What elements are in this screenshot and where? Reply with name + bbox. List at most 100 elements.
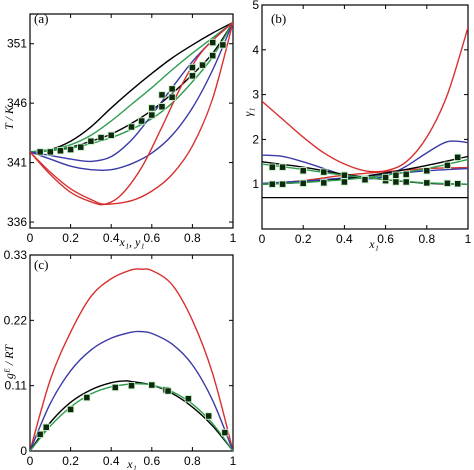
panel-c-x-axis-title: x₁: [126, 457, 137, 470]
panel-b-data-point: [278, 163, 287, 171]
panel-a-data-point: [127, 123, 136, 131]
panel-b-x-tick-label: 0.8: [418, 232, 435, 246]
panel-b-x-tick-label: 0.6: [377, 232, 394, 246]
panel-c-label: (c): [34, 257, 48, 272]
panel-c-data-point: [221, 428, 229, 437]
panel-b-data-point: [454, 180, 462, 188]
panel-a-data-point: [168, 85, 176, 93]
panel-c-data-point: [204, 412, 213, 420]
panel-c-data-point: [164, 387, 172, 395]
panel-a-data-point: [158, 103, 166, 111]
panel-b-chart: (b) γ₁ x₁ 0 0.2 0.4 0.6 0.8 1 1 2 3 4 5: [241, 0, 472, 251]
panel-b-data-point: [278, 180, 287, 188]
panel-b-x-axis-title: x₁: [368, 237, 379, 251]
panel-b-y-tick-label: 3: [252, 88, 259, 102]
panel-c-data-point: [184, 395, 192, 403]
panel-a-y-tick-label: 351: [7, 37, 27, 51]
panel-a-y-tick-label: 341: [7, 156, 27, 170]
panel-b-data-point: [320, 179, 328, 187]
panel-a-series-line: [30, 21, 233, 153]
panel-b-y-tick-label: 1: [252, 177, 259, 191]
panel-c-y-tick-label: 0: [20, 444, 27, 458]
panel-a-y-axis-title: T / K: [2, 105, 16, 130]
panel-b-data-point: [402, 170, 410, 178]
panel-c-chart: (c) gᴱ / RT x₁ 0 0.2 0.4 0.6 0.8 1 0 0.11 0.22 0.…: [2, 248, 237, 470]
panel-b-series-line: [262, 27, 468, 173]
panel-c-x-tick-label: 0.8: [184, 454, 201, 468]
panel-b-data-point: [320, 168, 328, 176]
panel-a-data-point: [77, 143, 85, 151]
panel-b-data-point: [443, 179, 452, 187]
panel-b-y-tick-label: 2: [252, 132, 259, 146]
panel-a-x-tick-label: 0: [27, 231, 34, 245]
panel-a-y-tick-label: 336: [7, 215, 27, 229]
panel-b-x-tick-label: 1: [465, 232, 472, 246]
panel-c-y-tick-label: 0.11: [5, 379, 28, 393]
panel-a-series-line: [30, 21, 233, 206]
panel-c-x-tick-label: 0.2: [62, 454, 79, 468]
panel-b-data-point: [392, 178, 400, 186]
panel-c-series-line: [30, 382, 233, 451]
panel-c-series-line: [30, 380, 233, 451]
panel-a-x-tick-label: 0.2: [62, 231, 79, 245]
panel-a-data-point: [188, 63, 197, 72]
panel-a-series-line: [30, 21, 233, 153]
panel-a-series-line: [30, 21, 233, 163]
panel-a-data-point: [66, 145, 75, 154]
panel-b-y-tick-label: 5: [252, 0, 259, 12]
panel-a-series-line: [30, 21, 233, 153]
panel-b-data-point: [423, 179, 431, 187]
panel-a-x-tick-label: 0.8: [184, 231, 201, 245]
panel-c-data-point: [42, 423, 50, 431]
panel-a-series-line: [30, 22, 233, 172]
panel-c-data-point: [66, 405, 75, 414]
panel-a-data-point: [36, 148, 44, 156]
panel-a-data-point: [209, 51, 217, 60]
panel-a-series-line: [30, 21, 233, 153]
panel-a-y-tick-label: 346: [7, 96, 27, 110]
panel-b-data-point: [268, 180, 276, 188]
panel-c-y-tick-label: 0.22: [4, 313, 28, 327]
panel-c-x-tick-label: 0: [27, 454, 34, 468]
panel-a-data-point: [148, 104, 156, 112]
panel-b-data-point: [443, 161, 452, 170]
panel-a-chart: (a) T / K x₁, y₁ 0 0.2 0.4 0.6 0.8 1 336 341 346…: [2, 11, 237, 249]
panel-a-series-line: [30, 22, 233, 205]
panel-b-data-point: [299, 167, 307, 175]
panel-b-plot-frame: [261, 4, 469, 230]
panel-a-x-axis-title: x₁, y₁: [119, 235, 145, 249]
panel-a-data-point: [158, 91, 166, 99]
panel-a-data-point: [188, 72, 197, 80]
panel-b-x-tick-label: 0.2: [295, 232, 312, 246]
panel-a-data-point: [168, 93, 176, 101]
panel-a-plot-frame: [29, 13, 234, 229]
panel-c-x-tick-label: 0.6: [143, 454, 160, 468]
panel-b-data-point: [268, 163, 276, 171]
panel-b-data-point: [402, 178, 410, 186]
panel-c-x-tick-label: 1: [230, 454, 237, 468]
panel-b-data-point: [340, 171, 349, 179]
panel-a-data-point: [209, 38, 217, 47]
panel-c-series-line: [30, 268, 233, 451]
panel-a-data-point: [107, 131, 115, 139]
panel-b-data-point: [423, 167, 431, 175]
panel-c-data-point: [127, 382, 136, 390]
panel-b-data-point: [299, 179, 307, 187]
panel-c-y-axis-title: gᴱ / RT: [2, 344, 16, 380]
panel-a-data-point: [87, 137, 95, 145]
panel-b-data-point: [340, 178, 349, 186]
panel-b-data-point: [454, 153, 462, 161]
panel-a-x-tick-label: 0.6: [143, 231, 160, 245]
panel-c-y-tick-label: 0.33: [4, 248, 28, 262]
panel-c-x-tick-label: 0.4: [103, 454, 120, 468]
panel-a-data-point: [137, 117, 146, 125]
panel-b-x-tick-label: 0.4: [336, 232, 353, 246]
panel-a-data-point: [148, 111, 156, 119]
panel-c-data-point: [111, 383, 119, 392]
panel-c-data-point: [148, 381, 156, 389]
panel-c-data-point: [83, 393, 91, 402]
panel-b-data-point: [381, 173, 390, 182]
panel-c-plot-frame: [29, 254, 234, 452]
panel-a-label: (a): [34, 11, 48, 26]
